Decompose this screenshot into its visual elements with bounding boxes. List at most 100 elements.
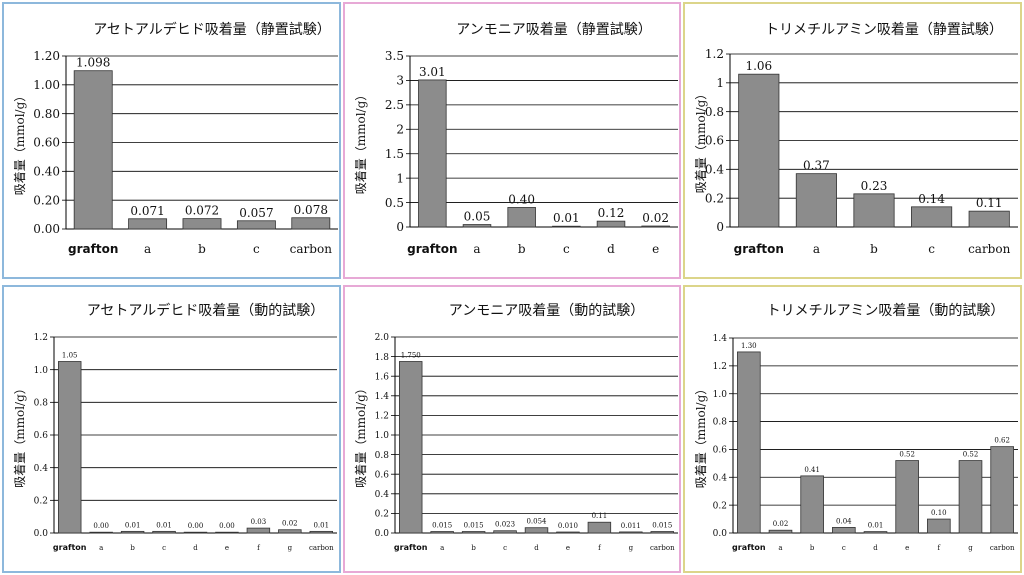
x-tick-label: a <box>440 544 444 552</box>
y-tick-label: 1 <box>716 76 724 90</box>
data-label: 0.015 <box>432 522 452 530</box>
y-tick-label: 0.40 <box>33 165 60 179</box>
x-tick-label: a <box>144 242 151 256</box>
y-tick-label: 0.6 <box>705 134 724 148</box>
data-label: 1.30 <box>741 342 757 350</box>
bar-grafton <box>418 79 447 228</box>
bar-a <box>462 224 492 228</box>
y-tick-label: 2.0 <box>375 333 390 343</box>
x-tick-label: a <box>99 544 103 552</box>
y-tick-label: 3 <box>396 74 404 88</box>
bar-d <box>863 531 888 534</box>
y-tick-label: 0.6 <box>375 470 390 480</box>
y-tick-label: 1.4 <box>375 392 390 402</box>
y-tick-label: 2.5 <box>385 98 404 112</box>
y-axis-label: 吸着量（mmol/g） <box>693 88 708 194</box>
x-tick-label: f <box>257 544 261 552</box>
y-tick-label: 0 <box>716 220 724 234</box>
bar-carbon <box>650 531 674 534</box>
x-tick-label: c <box>253 242 260 256</box>
x-tick-label: g <box>968 544 973 552</box>
y-axis-label: 吸着量（mmol/g） <box>12 90 27 196</box>
data-label: 0.03 <box>251 518 267 526</box>
chart-svg: アセトアルデヒド吸着量（静置試験） 吸着量（mmol/g） 0.00 0.20 0.40… <box>12 21 338 256</box>
data-label: 0.52 <box>963 451 979 459</box>
x-tick-label: g <box>288 544 293 552</box>
chart-title: トリメチルアミン吸着量（動的試験） <box>767 303 1005 319</box>
x-tick-label: e <box>566 544 570 552</box>
y-axis-label: 吸着量（mmol/g） <box>693 383 708 489</box>
y-axis-label: 吸着量（mmol/g） <box>353 382 368 488</box>
x-tick-label: carbon <box>968 242 1011 256</box>
y-tick-label: 1.2 <box>375 412 389 422</box>
bar-d <box>183 531 208 534</box>
chart-panel-trimethylamine-dynamic: トリメチルアミン吸着量（動的試験） 吸着量（mmol/g） 0.0 0.2 0.4 0.6… <box>683 285 1022 573</box>
x-tick-label: grafton <box>394 543 428 552</box>
y-tick-label: 0.0 <box>375 529 390 539</box>
data-label: 0.02 <box>642 211 669 225</box>
y-tick-label: 2 <box>396 122 404 136</box>
x-tick-label: a <box>778 544 782 552</box>
data-label: 0.23 <box>861 179 888 193</box>
x-tick-label: grafton <box>734 242 784 256</box>
y-tick-label: 1.20 <box>33 49 60 63</box>
data-label: 0.02 <box>282 520 298 528</box>
x-tick-label: g <box>629 544 634 552</box>
x-tick-label: c <box>563 242 570 256</box>
bar-g <box>619 531 643 534</box>
y-tick-label: 3.5 <box>385 49 404 63</box>
bar-c <box>832 527 856 534</box>
y-tick-label: 0.2 <box>705 191 724 205</box>
data-label: 1.098 <box>76 56 110 70</box>
data-label: 0.11 <box>592 512 608 520</box>
x-tick-label: carbon <box>309 544 334 552</box>
x-tick-label: e <box>225 544 229 552</box>
bar-b <box>800 475 824 534</box>
data-label: 0.015 <box>464 522 484 530</box>
y-tick-label: 0.00 <box>33 222 60 236</box>
data-label: 0.00 <box>188 522 204 530</box>
bar-a <box>768 529 793 534</box>
y-tick-label: 1.2 <box>34 333 48 343</box>
data-label: 0.054 <box>526 518 547 526</box>
bar-c <box>152 530 176 534</box>
y-tick-label: 1.00 <box>33 78 60 92</box>
data-label: 1.05 <box>62 352 78 360</box>
x-tick-label: b <box>870 242 878 256</box>
y-tick-label: 0.60 <box>33 136 60 150</box>
data-label: 1.750 <box>401 352 421 360</box>
chart-panel-ammonia-static: アンモニア吸着量（静置試験） 吸着量（mmol/g） 0 0.5 1 1.5 2 2.5 3 3.… <box>343 2 681 279</box>
x-tick-label: d <box>534 544 539 552</box>
data-label: 0.02 <box>773 520 789 528</box>
y-tick-label: 0.8 <box>705 105 724 119</box>
x-tick-label: c <box>928 242 935 256</box>
y-tick-label: 0.5 <box>385 196 404 210</box>
bar-e <box>895 460 919 534</box>
y-tick-label: 1.0 <box>713 390 728 400</box>
bar-e <box>556 531 580 534</box>
x-tick-label: a <box>473 242 480 256</box>
data-label: 0.00 <box>93 522 109 530</box>
data-label: 0.40 <box>508 192 535 206</box>
data-label: 0.01 <box>553 211 580 225</box>
y-tick-label: 0.4 <box>705 163 724 177</box>
data-label: 0.072 <box>185 204 219 218</box>
bar-b <box>507 207 536 228</box>
x-tick-label: c <box>162 544 166 552</box>
data-label: 0.10 <box>931 509 947 517</box>
x-tick-label: b <box>198 242 206 256</box>
bar-grafton <box>737 351 761 534</box>
chart-title: トリメチルアミン吸着量（静置試験） <box>765 22 1003 38</box>
data-label: 0.01 <box>156 521 172 529</box>
y-tick-label: 1.0 <box>375 431 390 441</box>
y-tick-label: 0.2 <box>713 501 727 511</box>
y-tick-label: 0.8 <box>375 451 390 461</box>
data-label: 0.12 <box>598 206 625 220</box>
bar-a <box>430 531 454 534</box>
bar-a <box>795 173 837 228</box>
bar-grafton <box>58 361 82 534</box>
bar-f <box>587 521 612 534</box>
y-axis-label: 吸着量（mmol/g） <box>12 382 27 488</box>
y-tick-label: 1.4 <box>713 334 728 344</box>
bar-grafton <box>738 73 780 228</box>
